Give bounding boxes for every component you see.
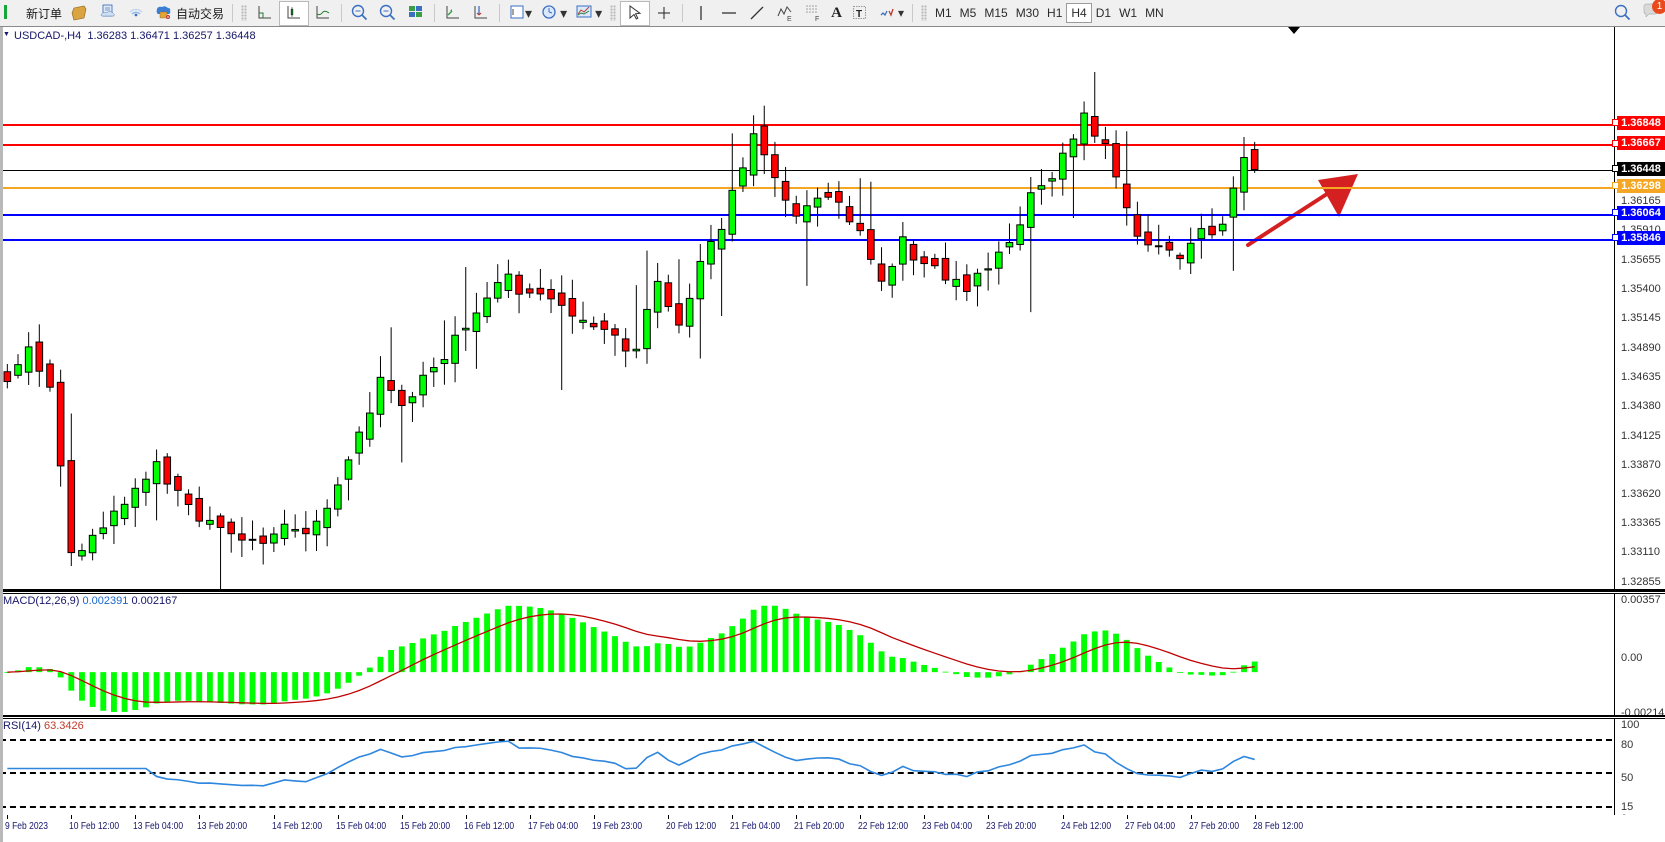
svg-text:E: E [787,16,792,23]
svg-text:T: T [856,9,862,20]
svg-text:F: F [815,16,819,23]
